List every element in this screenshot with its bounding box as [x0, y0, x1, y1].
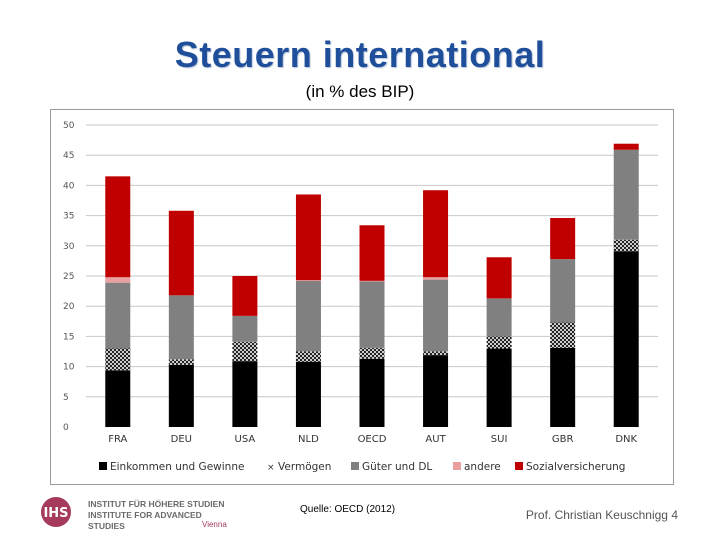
bar-deu-series-2 — [168, 295, 194, 360]
bar-fra-series-1 — [105, 348, 131, 371]
bar-dnk-series-1 — [613, 239, 639, 252]
stacked-bar-chart: FRA DEU USA NLD OECD AUT SUI GBR DNK 0 5 10 15 20 25 3… — [63, 121, 658, 473]
y-tick-label: 40 — [63, 181, 75, 191]
x-tick-label: DEU — [171, 434, 192, 445]
y-tick-label: 30 — [63, 242, 75, 252]
legend-label: Güter und DL — [362, 461, 432, 473]
y-tick-label: 45 — [63, 151, 74, 161]
bar-fra-series-4 — [105, 176, 131, 278]
author-page: Prof. Christian Keuschnigg 4 — [525, 508, 678, 522]
ihs-logo-icon: IHS — [41, 497, 71, 527]
bar-oecd-series-3 — [359, 280, 385, 282]
bar-usa-series-2 — [232, 315, 258, 342]
bar-fra-series-3 — [105, 277, 131, 283]
bar-dnk-series-2 — [613, 149, 639, 240]
bar-aut-series-2 — [423, 279, 449, 352]
bar-oecd-series-2 — [359, 281, 385, 348]
logo-line-1: INSTITUT FÜR HÖHERE STUDIEN — [88, 499, 225, 509]
legend-swatch — [351, 462, 359, 470]
legend-swatch — [515, 462, 523, 470]
x-tick-label: DNK — [615, 434, 637, 445]
logo-line-2: INSTITUTE FOR ADVANCED STUDIES — [88, 510, 202, 531]
slide-subtitle: (in % des BIP) — [305, 82, 415, 101]
legend-label: Einkommen und Gewinne — [110, 461, 244, 473]
x-tick-label: USA — [235, 434, 256, 445]
y-tick-label: 10 — [63, 363, 75, 373]
bar-oecd-series-1 — [359, 347, 385, 359]
y-tick-label: 35 — [63, 212, 74, 222]
bar-oecd-series-0 — [359, 358, 385, 427]
bar-nld-series-0 — [295, 361, 321, 427]
bar-nld-series-4 — [295, 194, 321, 281]
x-tick-label: FRA — [108, 434, 127, 445]
y-tick-label: 20 — [63, 302, 75, 312]
bar-aut-series-4 — [423, 190, 449, 278]
x-tick-label: GBR — [552, 434, 574, 445]
bar-aut-series-1 — [423, 351, 449, 356]
legend-swatch — [99, 462, 107, 470]
legend-label: Vermögen — [278, 461, 331, 473]
bar-deu-series-4 — [168, 210, 194, 296]
y-tick-label: 25 — [63, 272, 74, 282]
bar-nld-series-3 — [295, 280, 321, 281]
legend-label: andere — [464, 461, 501, 473]
bar-deu-series-0 — [168, 364, 194, 427]
source-note: Quelle: OECD (2012) — [300, 504, 396, 515]
bar-gbr-series-0 — [550, 347, 576, 427]
x-tick-label: NLD — [298, 434, 319, 445]
x-tick-label: OECD — [358, 434, 387, 445]
bar-gbr-series-1 — [550, 322, 576, 348]
bar-sui-series-2 — [486, 298, 512, 337]
logo-city: Vienna — [202, 520, 227, 529]
bar-deu-series-1 — [168, 359, 194, 365]
bar-sui-series-1 — [486, 336, 512, 349]
legend-label: Sozialversicherung — [526, 461, 625, 473]
bar-sui-series-0 — [486, 348, 512, 427]
y-tick-label: 0 — [63, 423, 69, 433]
bar-fra-series-2 — [105, 282, 131, 349]
legend-swatch — [453, 462, 461, 470]
bar-nld-series-1 — [295, 351, 321, 362]
bar-usa-series-0 — [232, 361, 258, 427]
bar-usa-series-1 — [232, 341, 258, 362]
bar-oecd-series-4 — [359, 225, 385, 281]
bar-aut-series-0 — [423, 355, 449, 427]
legend-swatch-hatch: × — [267, 463, 275, 473]
bar-nld-series-2 — [295, 280, 321, 352]
slide-title: Steuern international — [174, 34, 546, 75]
chart-frame: FRA DEU USA NLD OECD AUT SUI GBR DNK 0 5 10 15 20 25 3… — [50, 109, 674, 485]
bar-aut-series-3 — [423, 277, 449, 280]
bar-fra-series-0 — [105, 370, 131, 427]
x-tick-label: AUT — [425, 434, 446, 445]
logo-mark: IHS — [43, 506, 68, 521]
y-tick-label: 50 — [63, 121, 75, 131]
y-tick-label: 5 — [63, 393, 69, 403]
x-tick-label: SUI — [491, 434, 508, 445]
bar-gbr-series-4 — [550, 218, 576, 260]
bar-gbr-series-2 — [550, 259, 576, 323]
ihs-logo: IHS INSTITUT FÜR HÖHERE STUDIEN INSTITUT… — [40, 496, 240, 531]
bar-usa-series-4 — [232, 276, 258, 316]
bar-sui-series-4 — [486, 257, 512, 299]
bar-dnk-series-4 — [613, 143, 639, 150]
bar-dnk-series-0 — [613, 251, 639, 427]
y-tick-label: 15 — [63, 332, 74, 342]
